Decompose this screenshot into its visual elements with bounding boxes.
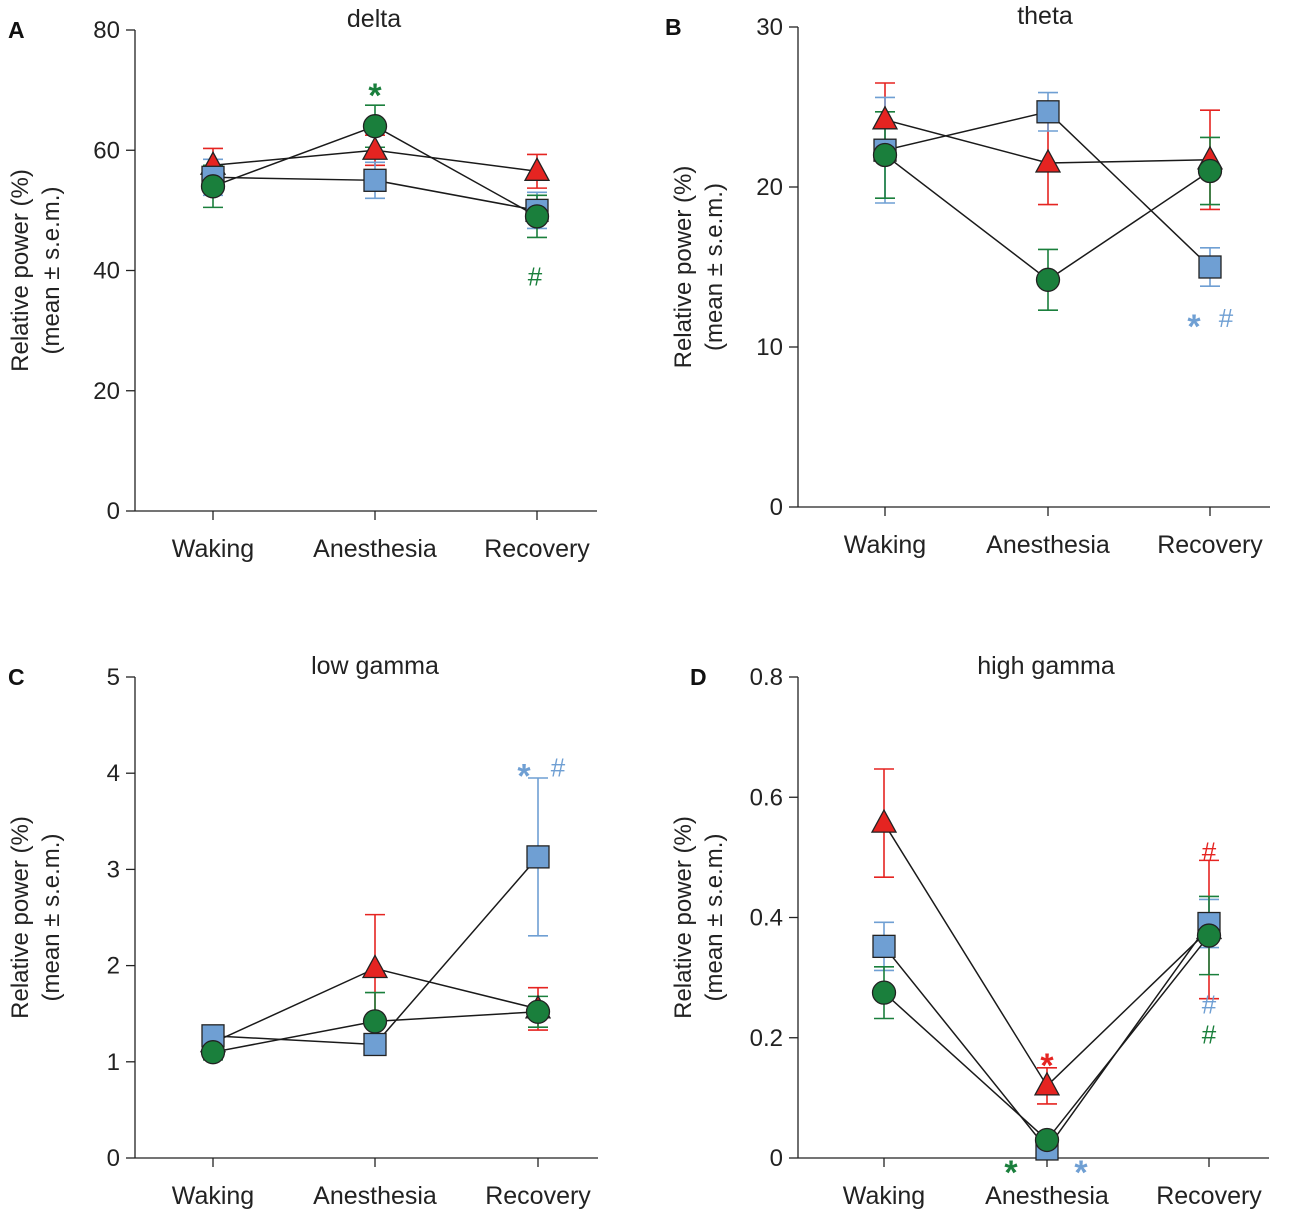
significance-star: * (1074, 1154, 1088, 1192)
y-axis-label-sub: (mean ± s.e.m.) (701, 834, 728, 1002)
y-tick-label: 60 (93, 137, 120, 164)
panel-label: C (8, 664, 25, 690)
significance-star: * (1187, 308, 1201, 346)
data-point-circle (1034, 1127, 1060, 1153)
panel-label: B (665, 14, 682, 40)
y-tick-label: 4 (107, 760, 120, 787)
y-axis-label: Relative power (%) (7, 816, 34, 1019)
data-point-circle (362, 114, 388, 139)
significance-star: * (517, 757, 531, 795)
data-point-triangle (871, 105, 899, 130)
y-axis-label: Relative power (%) (7, 169, 34, 372)
significance-star: * (1004, 1154, 1018, 1192)
y-tick-label: 0.6 (750, 784, 783, 811)
y-tick-label: 0 (107, 498, 120, 525)
panel-label: D (690, 664, 707, 690)
significance-hash: # (551, 752, 566, 782)
panel-label: A (8, 17, 25, 43)
y-axis-label: Relative power (%) (670, 166, 697, 369)
x-tick-label: Anesthesia (313, 535, 437, 563)
data-point-square (363, 168, 387, 192)
data-point-circle (200, 1040, 226, 1065)
y-tick-label: 20 (93, 378, 120, 405)
data-point-square (1036, 100, 1060, 124)
y-tick-label: 40 (93, 258, 120, 285)
data-point-circle (362, 1009, 388, 1034)
x-tick-label: Waking (844, 531, 926, 559)
series-line-green-circle (883, 935, 1210, 1142)
y-axis-label-sub: (mean ± s.e.m.) (701, 183, 728, 351)
y-axis-label-sub: (mean ± s.e.m.) (38, 834, 65, 1002)
data-point-circle (1197, 158, 1223, 184)
x-tick-label: Waking (172, 1182, 254, 1210)
significance-star: * (1040, 1047, 1054, 1085)
y-axis-label: Relative power (%) (670, 816, 697, 1019)
data-point-square (526, 845, 550, 869)
x-tick-label: Anesthesia (986, 531, 1110, 559)
y-tick-label: 20 (756, 174, 783, 201)
data-point-circle (525, 999, 551, 1024)
panel-title: theta (1017, 2, 1073, 30)
data-point-triangle (361, 135, 389, 160)
x-tick-label: Recovery (484, 535, 590, 563)
significance-hash: # (1202, 836, 1217, 866)
x-tick-label: Recovery (1157, 531, 1263, 559)
data-point-triangle (361, 954, 389, 979)
data-point-circle (524, 204, 550, 229)
significance-star: * (368, 77, 382, 115)
x-tick-label: Waking (843, 1182, 925, 1210)
data-point-circle (871, 980, 897, 1005)
x-tick-label: Anesthesia (313, 1182, 437, 1210)
y-tick-label: 0.4 (750, 905, 783, 932)
data-point-triangle (523, 156, 551, 181)
data-point-triangle (1034, 148, 1062, 173)
significance-hash: # (1202, 1020, 1217, 1050)
significance-hash: # (1202, 990, 1217, 1020)
y-tick-label: 0 (107, 1145, 120, 1172)
panel-title: delta (347, 5, 401, 33)
y-axis-label-sub: (mean ± s.e.m.) (38, 187, 65, 355)
x-tick-label: Anesthesia (985, 1182, 1109, 1210)
y-tick-label: 5 (107, 664, 120, 691)
y-tick-label: 0.8 (750, 664, 783, 691)
x-tick-label: Waking (172, 535, 254, 563)
data-point-circle (200, 174, 226, 199)
y-tick-label: 2 (107, 953, 120, 980)
y-tick-label: 0.2 (750, 1025, 783, 1052)
x-tick-label: Recovery (485, 1182, 591, 1210)
y-tick-label: 0 (770, 494, 783, 521)
y-tick-label: 80 (93, 17, 120, 44)
data-point-square (363, 1032, 387, 1057)
data-point-circle (1035, 267, 1061, 292)
y-tick-label: 30 (756, 14, 783, 41)
data-point-square (872, 934, 896, 959)
y-tick-label: 10 (756, 334, 783, 361)
x-tick-label: Recovery (1156, 1182, 1262, 1210)
data-point-square (1198, 255, 1222, 279)
data-point-triangle (870, 808, 898, 833)
panel-title: low gamma (311, 652, 439, 680)
y-tick-label: 1 (107, 1049, 120, 1076)
y-tick-label: 0 (770, 1145, 783, 1172)
significance-hash: # (1219, 303, 1234, 333)
panel-title: high gamma (977, 652, 1115, 680)
data-point-circle (872, 142, 898, 168)
significance-hash: # (528, 262, 543, 292)
data-point-circle (1196, 923, 1222, 948)
data-point-triangle (1033, 1071, 1061, 1096)
y-tick-label: 3 (107, 856, 120, 883)
